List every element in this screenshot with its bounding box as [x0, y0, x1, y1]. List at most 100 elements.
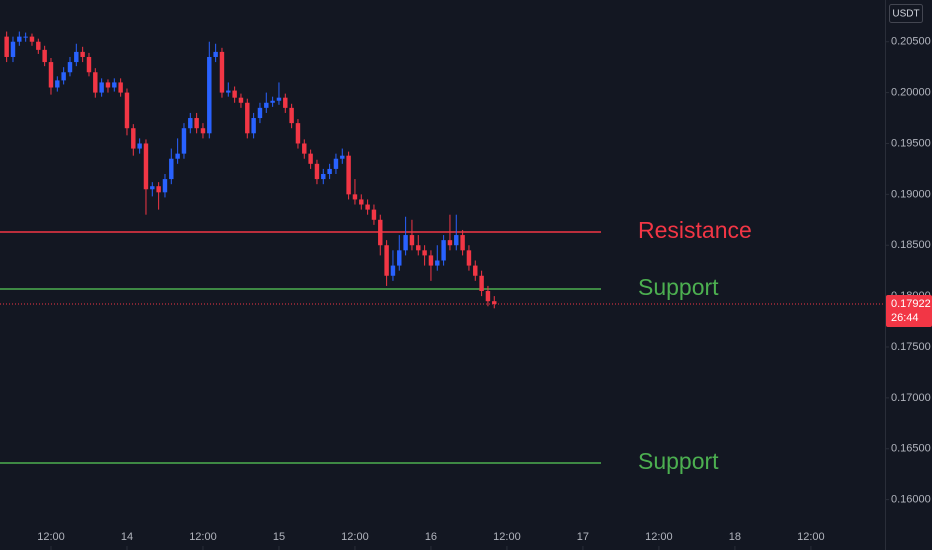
- candle-body: [403, 235, 408, 251]
- candle-body: [124, 92, 130, 129]
- candle-body: [422, 250, 427, 256]
- candle-body: [479, 275, 484, 292]
- candle-body: [10, 41, 16, 57]
- candle-body: [390, 265, 396, 276]
- y-tick-label: 0.20000: [891, 87, 931, 99]
- candle-body: [48, 62, 54, 88]
- candle-body: [378, 219, 383, 246]
- x-tick-label: 12:00: [797, 531, 825, 543]
- candle-body: [175, 153, 180, 159]
- unit-label: USDT: [892, 9, 919, 20]
- x-tick-label: 12:00: [189, 531, 217, 543]
- candle-body: [447, 240, 453, 246]
- y-tick-label: 0.16500: [891, 443, 931, 455]
- level-label: Resistance: [638, 217, 752, 243]
- y-tick-label: 0.18500: [891, 239, 931, 251]
- candle-body: [105, 82, 111, 88]
- candle-body: [131, 128, 136, 149]
- candle-body: [314, 163, 320, 180]
- candle-body: [61, 72, 66, 81]
- x-tick-label: 15: [273, 531, 285, 543]
- candle-body: [162, 179, 168, 193]
- candle-body: [80, 51, 85, 57]
- candle-body: [118, 82, 123, 93]
- candle-body: [333, 158, 339, 169]
- candle-body: [384, 245, 389, 276]
- x-tick-label: 12:00: [493, 531, 521, 543]
- candle-body: [207, 56, 212, 134]
- candle-body: [150, 186, 155, 190]
- countdown-label: 26:44: [891, 312, 919, 324]
- candle-body: [232, 90, 237, 98]
- x-tick-label: 18: [729, 531, 741, 543]
- candle-body: [302, 143, 307, 154]
- candle-body: [213, 51, 218, 57]
- last-price-label: 0.17922: [891, 298, 931, 310]
- candle-body: [200, 128, 206, 134]
- candle-body: [188, 118, 193, 129]
- candle-body: [371, 209, 377, 220]
- y-tick-label: 0.19000: [891, 188, 931, 200]
- candle-body: [416, 245, 421, 251]
- x-tick-label: 14: [121, 531, 133, 543]
- candle-body: [42, 49, 47, 63]
- level-label: Support: [638, 448, 719, 474]
- x-tick-label: 16: [425, 531, 437, 543]
- candle-body: [397, 250, 402, 266]
- y-tick-label: 0.19500: [891, 137, 931, 149]
- x-tick-label: 12:00: [37, 531, 65, 543]
- candle-body: [4, 36, 9, 57]
- candle-body: [321, 174, 326, 180]
- candle-body: [270, 100, 275, 103]
- candle-body: [473, 265, 478, 276]
- candle-body: [352, 194, 358, 200]
- candle-body: [93, 72, 98, 93]
- last-price-box: [886, 295, 932, 328]
- candle-body: [276, 97, 282, 101]
- candle-body: [409, 235, 415, 246]
- candle-body: [327, 168, 332, 174]
- candle-body: [492, 301, 497, 305]
- candle-body: [238, 97, 244, 103]
- candle-body: [143, 143, 149, 190]
- candle-body: [251, 118, 256, 134]
- candle-body: [283, 97, 288, 108]
- unit-box[interactable]: [889, 4, 923, 23]
- candle-body: [29, 36, 35, 42]
- x-tick-label: 12:00: [341, 531, 369, 543]
- candle-body: [194, 118, 199, 129]
- candle-body: [99, 82, 104, 93]
- y-tick-label: 0.17500: [891, 341, 931, 353]
- candle-body: [86, 56, 92, 73]
- candle-body: [435, 260, 440, 266]
- candle-body: [289, 107, 294, 124]
- candle-body: [295, 123, 301, 144]
- candle-body: [466, 250, 472, 266]
- y-tick-label: 0.16000: [891, 494, 931, 506]
- candle-body: [428, 255, 434, 266]
- candle-body: [181, 128, 187, 154]
- candle-body: [460, 235, 465, 251]
- candle-body: [156, 186, 161, 193]
- candle-body: [359, 199, 364, 205]
- candle-body: [219, 51, 225, 93]
- candle-body: [264, 102, 269, 108]
- candle-body: [454, 235, 459, 246]
- candle-body: [365, 204, 370, 210]
- candle-body: [346, 155, 351, 195]
- x-tick-label: 17: [577, 531, 589, 543]
- candle-body: [340, 155, 345, 159]
- candle-body: [36, 41, 41, 50]
- candle-body: [23, 36, 28, 38]
- y-tick-label: 0.20500: [891, 36, 931, 48]
- candle-body: [245, 102, 250, 134]
- candle-body: [67, 62, 73, 73]
- candle-body: [257, 107, 263, 119]
- candle-body: [169, 158, 174, 180]
- candle-body: [308, 153, 313, 164]
- y-tick-label: 0.17000: [891, 392, 931, 404]
- level-label: Support: [638, 274, 719, 300]
- candle-body: [441, 240, 446, 261]
